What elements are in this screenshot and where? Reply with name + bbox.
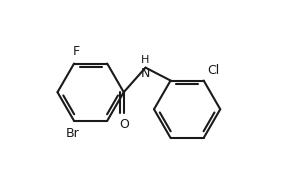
Text: O: O <box>120 118 129 131</box>
Text: N: N <box>141 67 150 80</box>
Text: H: H <box>141 55 150 65</box>
Text: Br: Br <box>65 127 79 140</box>
Text: Cl: Cl <box>207 64 220 77</box>
Text: F: F <box>72 45 79 58</box>
